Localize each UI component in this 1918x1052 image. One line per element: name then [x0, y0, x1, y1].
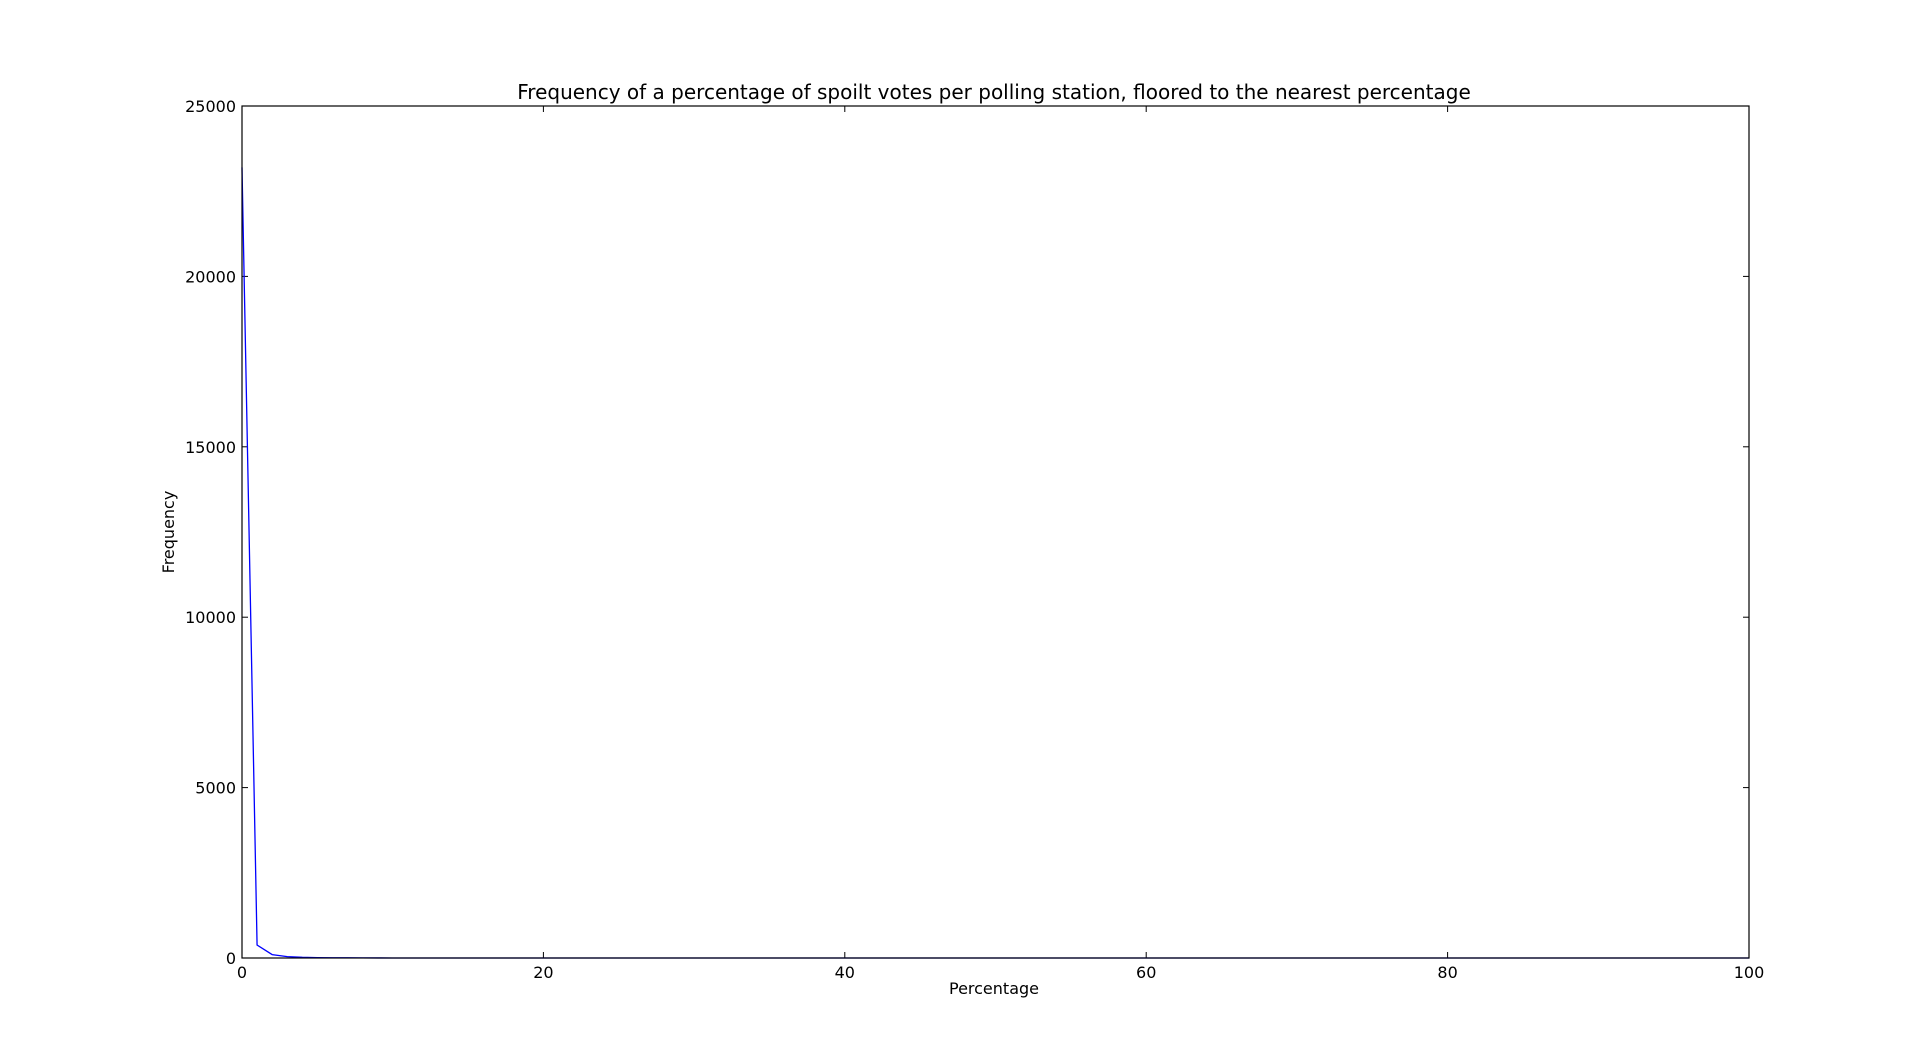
x-tick-label: 100 [1734, 963, 1765, 982]
y-tick-label: 5000 [195, 779, 236, 798]
y-tick-label: 25000 [185, 97, 236, 116]
x-axis-label: Percentage [949, 979, 1039, 998]
y-tick-label: 15000 [185, 438, 236, 457]
x-tick-label: 20 [533, 963, 553, 982]
series-layer [241, 167, 1749, 959]
plot-frame [241, 105, 1750, 959]
x-tick-label: 60 [1136, 963, 1156, 982]
y-axis-label: Frequency [159, 491, 178, 574]
x-tick-label: 40 [835, 963, 855, 982]
ticks: 0 20 40 60 80 100 0 5000 10000 15000 20000 25000 [185, 97, 1764, 982]
y-tick-label: 20000 [185, 267, 236, 286]
y-tick-label: 0 [226, 949, 236, 968]
chart-title: Frequency of a percentage of spoilt vote… [517, 80, 1471, 104]
series-line [241, 167, 1749, 959]
y-tick-label: 10000 [185, 608, 236, 627]
x-tick-label: 80 [1437, 963, 1457, 982]
x-tick-label: 0 [237, 963, 247, 982]
